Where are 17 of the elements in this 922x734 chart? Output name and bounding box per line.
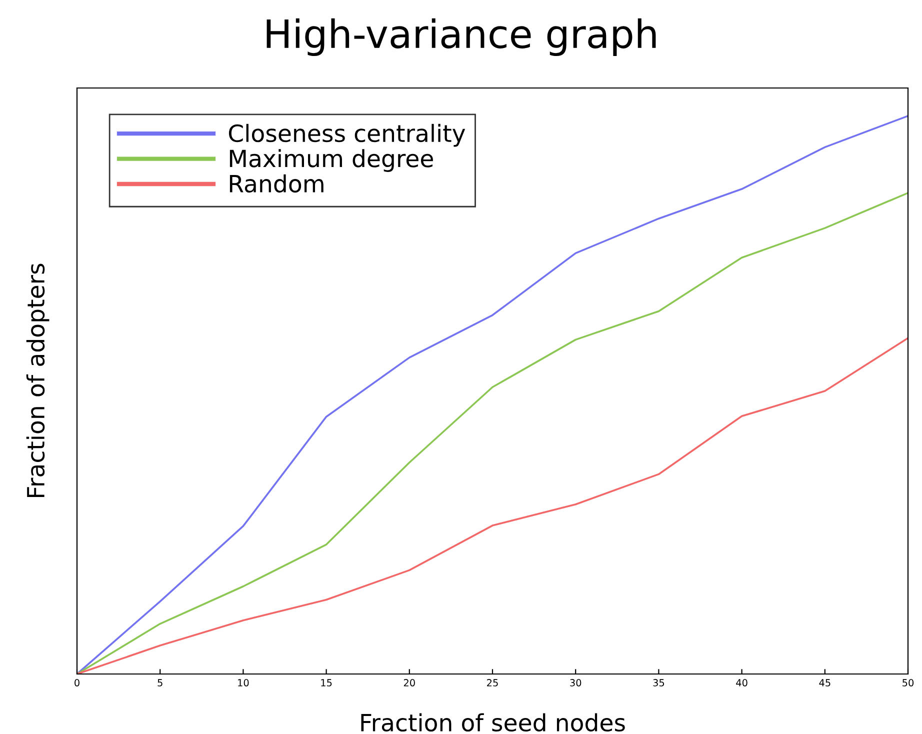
legend-label: Random [230, 174, 324, 193]
x-tick-label: 0 [74, 679, 80, 686]
legend-label: Closeness centrality [228, 124, 466, 147]
x-tick-label: 45 [819, 679, 830, 686]
x-tick-label: 15 [321, 679, 332, 686]
chart-title: High-variance graph [266, 18, 656, 56]
x-tick-label: 35 [653, 679, 664, 686]
x-tick-label: 50 [902, 679, 914, 686]
legend-label: Maximum degree [230, 149, 433, 172]
x-tick-label: 5 [158, 679, 162, 686]
x-tick-label: 25 [487, 679, 498, 686]
x-tick-label: 30 [570, 679, 582, 686]
y-axis-title: Fraction of adopters [26, 264, 50, 498]
x-tick-label: 40 [736, 679, 748, 686]
x-tick-label: 20 [404, 679, 415, 686]
x-tick-label: 10 [238, 679, 249, 686]
x-axis-title: Fraction of seed nodes [361, 713, 625, 732]
